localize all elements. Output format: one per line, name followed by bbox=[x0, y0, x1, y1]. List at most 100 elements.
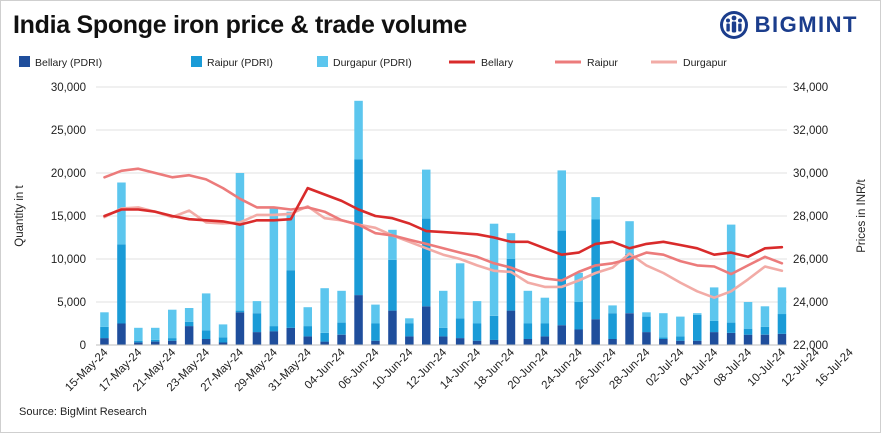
bar-durgapur bbox=[743, 302, 753, 329]
bar-bellary bbox=[591, 319, 600, 345]
bar-bellary bbox=[676, 340, 685, 345]
bar-raipur bbox=[439, 327, 448, 337]
legend-label: Bellary bbox=[481, 57, 514, 69]
line-durgapur bbox=[103, 205, 784, 300]
bar-raipur bbox=[151, 339, 160, 342]
bar-bellary bbox=[303, 336, 312, 345]
bar-raipur bbox=[608, 313, 617, 339]
bar-bellary bbox=[659, 339, 668, 345]
right-tick-label: 30,000 bbox=[793, 168, 828, 180]
bar-durgapur bbox=[591, 197, 600, 220]
bar-raipur bbox=[523, 323, 533, 339]
bar-durgapur bbox=[422, 169, 431, 219]
bar-bellary bbox=[455, 338, 465, 345]
legend-label: Durgapur (PDRI) bbox=[333, 57, 412, 69]
bar-raipur bbox=[777, 314, 787, 334]
bar-bellary bbox=[235, 312, 245, 345]
bar-bellary bbox=[760, 334, 770, 345]
bar-raipur bbox=[117, 244, 126, 324]
bar-durgapur bbox=[608, 305, 617, 314]
bar-bellary bbox=[557, 325, 566, 345]
bar-raipur bbox=[540, 323, 550, 337]
bar-bellary bbox=[151, 341, 160, 345]
bar-raipur bbox=[218, 337, 228, 343]
bar-bellary bbox=[726, 333, 736, 345]
bar-durgapur bbox=[337, 290, 346, 323]
legend-swatch bbox=[317, 56, 328, 67]
right-axis-title: Prices in INR/t bbox=[856, 178, 868, 252]
left-axis-title: Quantity in t bbox=[14, 185, 26, 247]
bar-bellary bbox=[405, 336, 414, 345]
bar-raipur bbox=[659, 337, 668, 339]
bar-durgapur bbox=[455, 263, 465, 319]
bar-durgapur bbox=[506, 233, 516, 259]
bar-durgapur bbox=[557, 170, 566, 231]
bar-raipur bbox=[320, 333, 329, 342]
bar-durgapur bbox=[100, 312, 109, 327]
bar-bellary bbox=[388, 310, 397, 345]
bar-raipur bbox=[574, 302, 583, 330]
bar-durgapur bbox=[235, 173, 245, 311]
bar-raipur bbox=[337, 322, 346, 335]
bar-raipur bbox=[184, 321, 194, 327]
bar-raipur bbox=[557, 230, 566, 326]
bar-durgapur bbox=[472, 301, 482, 324]
chart-title: India Sponge iron price & trade volume bbox=[13, 11, 467, 39]
right-tick-label: 28,000 bbox=[793, 211, 828, 223]
line-bellary bbox=[103, 186, 784, 259]
legend-label: Raipur bbox=[587, 57, 618, 69]
bar-raipur bbox=[642, 316, 651, 333]
bar-durgapur bbox=[320, 288, 329, 333]
bar-durgapur bbox=[354, 100, 363, 160]
bar-raipur bbox=[693, 314, 702, 341]
bar-bellary bbox=[523, 339, 533, 345]
bar-bellary bbox=[269, 331, 279, 345]
bar-raipur bbox=[201, 330, 211, 339]
bar-raipur bbox=[455, 318, 465, 339]
bar-raipur bbox=[286, 270, 295, 328]
left-tick-label: 10,000 bbox=[51, 254, 86, 266]
bigmint-logo-icon bbox=[719, 11, 748, 39]
price-lines bbox=[103, 167, 784, 300]
bar-bellary bbox=[134, 342, 143, 345]
brand-name: BIGMINT bbox=[754, 12, 858, 37]
right-tick-label: 32,000 bbox=[793, 125, 828, 137]
right-tick-label: 22,000 bbox=[793, 340, 828, 352]
bar-raipur bbox=[422, 218, 431, 307]
bars bbox=[100, 100, 787, 345]
bar-bellary bbox=[371, 340, 380, 345]
left-tick-label: 30,000 bbox=[51, 82, 86, 94]
bar-raipur bbox=[506, 259, 516, 311]
bar-durgapur bbox=[642, 312, 651, 317]
bar-raipur bbox=[591, 219, 600, 320]
bar-bellary bbox=[252, 332, 262, 345]
bar-durgapur bbox=[676, 316, 685, 337]
bar-durgapur bbox=[286, 211, 295, 271]
bar-durgapur bbox=[201, 293, 211, 331]
bar-raipur bbox=[100, 326, 109, 339]
bar-bellary bbox=[337, 334, 346, 345]
bar-durgapur bbox=[659, 313, 668, 338]
bar-durgapur bbox=[523, 290, 533, 324]
bar-bellary bbox=[320, 341, 329, 345]
bar-bellary bbox=[489, 339, 499, 345]
bar-raipur bbox=[760, 326, 770, 335]
bar-durgapur bbox=[269, 207, 279, 327]
bar-durgapur bbox=[168, 309, 177, 339]
bar-bellary bbox=[743, 334, 753, 345]
bar-durgapur bbox=[218, 324, 228, 338]
bar-raipur bbox=[472, 323, 482, 341]
brand-logo: BIGMINT bbox=[719, 10, 858, 40]
right-tick-label: 26,000 bbox=[793, 254, 828, 266]
bar-raipur bbox=[676, 336, 685, 341]
line-raipur bbox=[103, 167, 784, 282]
bar-durgapur bbox=[151, 327, 160, 340]
bar-durgapur bbox=[777, 287, 787, 315]
bar-raipur bbox=[252, 313, 262, 333]
bar-bellary bbox=[422, 306, 431, 345]
bar-durgapur bbox=[709, 287, 719, 321]
bar-raipur bbox=[354, 159, 363, 296]
right-tick-label: 34,000 bbox=[793, 82, 828, 94]
